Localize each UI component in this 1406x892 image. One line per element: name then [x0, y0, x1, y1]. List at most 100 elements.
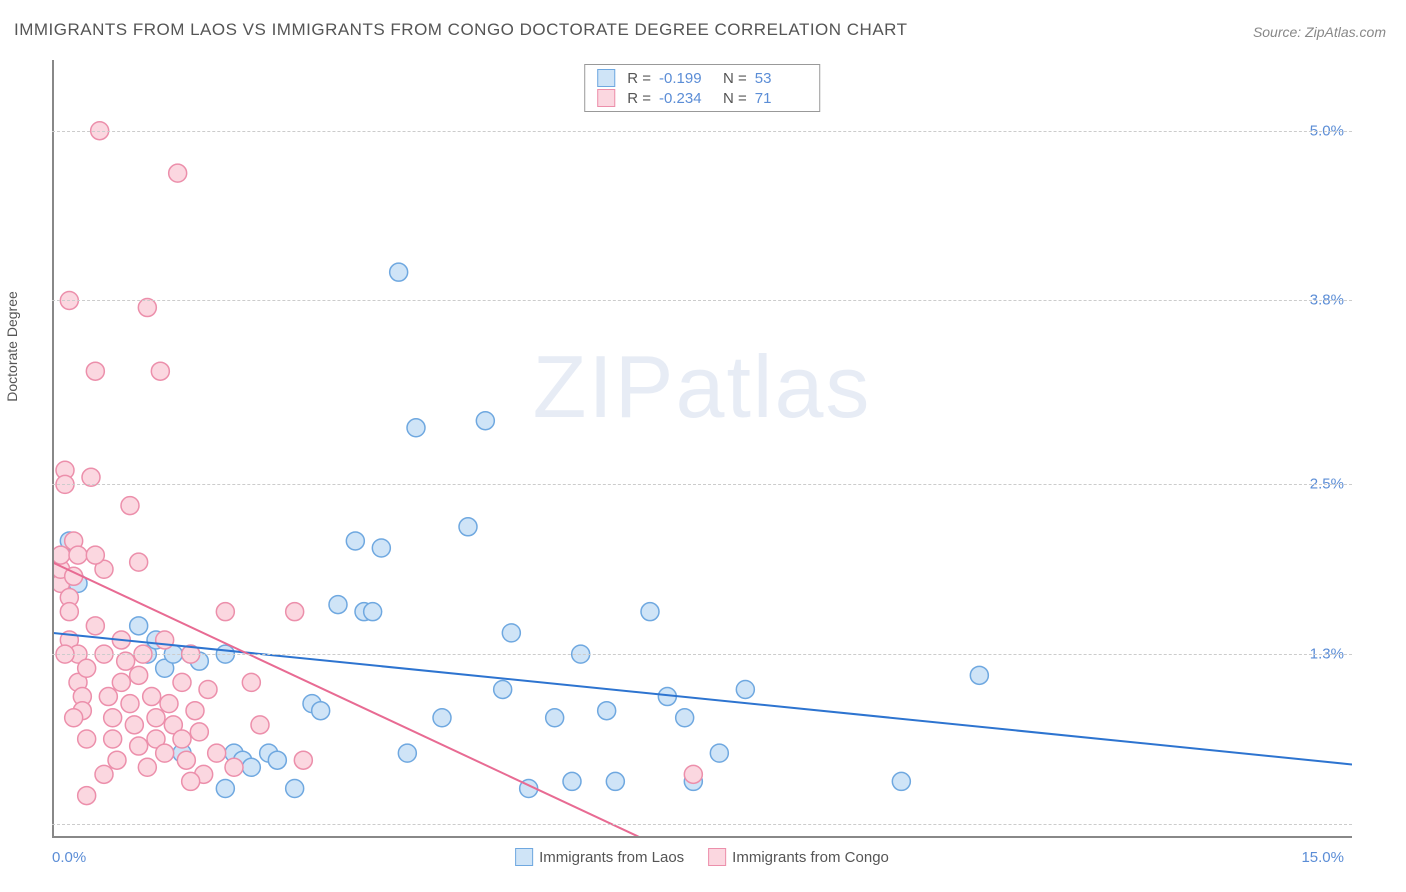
data-point — [225, 758, 243, 776]
data-point — [710, 744, 728, 762]
data-point — [160, 695, 178, 713]
data-point — [242, 673, 260, 691]
data-point — [138, 758, 156, 776]
data-point — [121, 695, 139, 713]
scatter-plot — [52, 60, 1352, 838]
data-point — [346, 532, 364, 550]
stats-legend-row: R = -0.234 N = 71 — [597, 89, 807, 107]
data-point — [329, 596, 347, 614]
data-point — [216, 603, 234, 621]
data-point — [598, 702, 616, 720]
data-point — [251, 716, 269, 734]
data-point — [190, 723, 208, 741]
data-point — [970, 666, 988, 684]
chart-area: Doctorate Degree ZIPatlas R = -0.199 N =… — [52, 60, 1352, 838]
data-point — [104, 730, 122, 748]
data-point — [99, 688, 117, 706]
data-point — [286, 779, 304, 797]
data-point — [151, 362, 169, 380]
data-point — [268, 751, 286, 769]
data-point — [60, 603, 78, 621]
series-legend-item: Immigrants from Laos — [515, 848, 684, 866]
data-point — [390, 263, 408, 281]
legend-swatch — [597, 89, 615, 107]
data-point — [156, 744, 174, 762]
gridline — [52, 484, 1352, 485]
data-point — [86, 362, 104, 380]
data-point — [95, 765, 113, 783]
data-point — [108, 751, 126, 769]
stat-n-label: N = — [723, 70, 747, 87]
stat-n-value: 53 — [755, 70, 807, 87]
x-tick-min: 0.0% — [52, 849, 86, 866]
data-point — [372, 539, 390, 557]
data-point — [86, 617, 104, 635]
data-point — [606, 772, 624, 790]
data-point — [125, 716, 143, 734]
data-point — [130, 553, 148, 571]
data-point — [364, 603, 382, 621]
data-point — [169, 164, 187, 182]
gridline — [52, 300, 1352, 301]
data-point — [242, 758, 260, 776]
y-axis-label: Doctorate Degree — [4, 291, 20, 402]
y-axis-line — [52, 60, 54, 838]
data-point — [476, 412, 494, 430]
data-point — [130, 617, 148, 635]
series-legend: Immigrants from Laos Immigrants from Cong… — [515, 848, 889, 866]
data-point — [143, 688, 161, 706]
data-point — [676, 709, 694, 727]
stats-legend: R = -0.199 N = 53 R = -0.234 N = 71 — [584, 64, 820, 112]
chart-title: IMMIGRANTS FROM LAOS VS IMMIGRANTS FROM … — [14, 20, 908, 40]
data-point — [182, 772, 200, 790]
legend-swatch — [515, 848, 533, 866]
data-point — [86, 546, 104, 564]
data-point — [177, 751, 195, 769]
data-point — [286, 603, 304, 621]
data-point — [199, 680, 217, 698]
data-point — [641, 603, 659, 621]
data-point — [208, 744, 226, 762]
data-point — [459, 518, 477, 536]
data-point — [398, 744, 416, 762]
data-point — [121, 497, 139, 515]
data-point — [65, 709, 83, 727]
data-point — [892, 772, 910, 790]
data-point — [433, 709, 451, 727]
legend-swatch — [597, 69, 615, 87]
x-tick-max: 15.0% — [1301, 849, 1344, 866]
data-point — [112, 673, 130, 691]
stat-r-value: -0.199 — [659, 70, 711, 87]
data-point — [173, 673, 191, 691]
data-point — [130, 666, 148, 684]
data-point — [494, 680, 512, 698]
data-point — [156, 631, 174, 649]
data-point — [130, 737, 148, 755]
data-point — [69, 546, 87, 564]
gridline — [52, 824, 1352, 825]
data-point — [78, 787, 96, 805]
stat-n-value: 71 — [755, 90, 807, 107]
data-point — [52, 546, 70, 564]
data-point — [216, 779, 234, 797]
data-point — [186, 702, 204, 720]
stat-n-label: N = — [723, 90, 747, 107]
data-point — [312, 702, 330, 720]
gridline — [52, 131, 1352, 132]
source-credit: Source: ZipAtlas.com — [1253, 24, 1386, 40]
gridline — [52, 654, 1352, 655]
data-point — [104, 709, 122, 727]
data-point — [407, 419, 425, 437]
series-legend-item: Immigrants from Congo — [708, 848, 889, 866]
stat-r-label: R = — [627, 70, 651, 87]
stats-legend-row: R = -0.199 N = 53 — [597, 69, 807, 87]
data-point — [546, 709, 564, 727]
series-legend-label: Immigrants from Congo — [732, 849, 889, 866]
legend-swatch — [708, 848, 726, 866]
series-legend-label: Immigrants from Laos — [539, 849, 684, 866]
data-point — [736, 680, 754, 698]
data-point — [563, 772, 581, 790]
data-point — [78, 659, 96, 677]
data-point — [294, 751, 312, 769]
data-point — [684, 765, 702, 783]
